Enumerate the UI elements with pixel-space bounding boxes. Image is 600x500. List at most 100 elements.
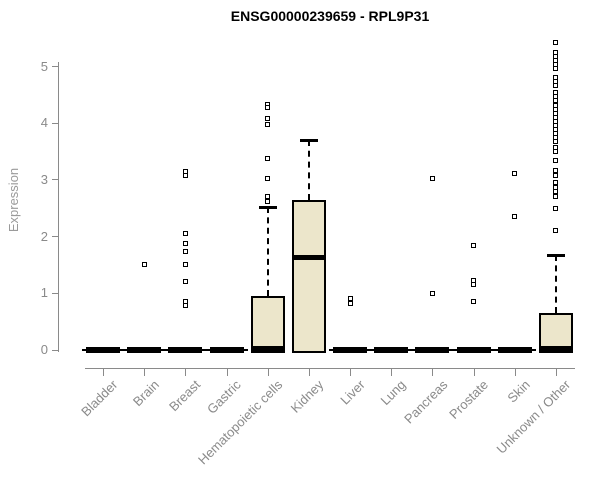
y-tick-label: 5 (40, 58, 48, 74)
x-tick-mark (144, 368, 146, 376)
x-tick-mark (185, 368, 187, 376)
x-tick-label-kidney: Kidney (287, 377, 327, 416)
flat-box-brain (127, 347, 162, 353)
outlier-point (553, 184, 559, 190)
y-tick-label: 0 (40, 342, 48, 357)
y-tick-label: 2 (40, 228, 48, 244)
outlier-point (553, 228, 559, 234)
y-tick-mark (52, 349, 58, 351)
x-tick-label-lung: Lung (377, 377, 409, 409)
outlier-point (265, 194, 271, 200)
outlier-point (553, 168, 559, 174)
x-tick-label-bladder: Bladder (78, 377, 121, 420)
median-unknown-other (538, 345, 573, 351)
flat-box-gastric (209, 347, 244, 353)
outlier-point (553, 82, 559, 88)
x-tick-label-breast: Breast (165, 377, 203, 415)
x-tick-mark (432, 368, 434, 376)
x-tick-label-prostate: Prostate (446, 377, 492, 422)
outlier-point (471, 282, 477, 288)
median-kidney (291, 255, 326, 261)
outlier-point (553, 206, 559, 212)
outlier-point (471, 242, 477, 248)
flat-box-prostate (456, 347, 491, 353)
outlier-point (182, 261, 188, 267)
outlier-point (347, 301, 353, 306)
whisker-cap-unknown-other (546, 253, 565, 257)
outlier-point (553, 149, 559, 155)
outlier-point (265, 156, 271, 162)
outlier-point (182, 249, 188, 255)
outlier-point (553, 157, 559, 163)
y-tick-label: 1 (40, 285, 48, 301)
x-axis-line (85, 368, 575, 369)
y-tick-label: 4 (40, 115, 48, 131)
x-tick-label-pancreas: Pancreas (400, 377, 451, 427)
outlier-point (182, 231, 188, 237)
x-tick-mark (514, 368, 516, 376)
y-axis-label: Expression (6, 167, 21, 233)
x-tick-mark (226, 368, 228, 376)
x-tick-mark (473, 368, 475, 376)
outlier-point (553, 189, 559, 195)
outlier-point (182, 240, 188, 246)
outlier-point (182, 279, 188, 285)
y-tick-mark (52, 236, 58, 238)
outlier-point (182, 173, 188, 179)
outlier-point (553, 65, 559, 71)
outlier-point (471, 299, 477, 305)
whisker-cap-kidney (299, 139, 318, 143)
outlier-point (265, 121, 271, 127)
outlier-point (265, 116, 271, 122)
x-tick-mark (555, 368, 557, 376)
flat-box-breast (168, 347, 203, 353)
outlier-point (141, 262, 147, 268)
y-tick-mark (52, 66, 58, 67)
x-tick-label-brain: Brain (129, 377, 162, 410)
x-tick-label-skin: Skin (503, 377, 533, 406)
x-tick-mark (267, 368, 269, 376)
outlier-point (512, 214, 518, 220)
x-tick-label-gastric: Gastric (204, 377, 245, 417)
y-axis-line (58, 62, 59, 352)
outlier-point (429, 290, 435, 296)
whisker-kidney (307, 140, 310, 200)
outlier-point (182, 303, 188, 309)
x-tick-mark (103, 368, 104, 376)
flat-box-bladder (86, 347, 120, 353)
whisker-cap-hematopoietic-cells (258, 205, 277, 209)
outlier-point (553, 180, 559, 186)
box-kidney (291, 199, 326, 353)
x-tick-mark (350, 368, 352, 376)
whisker-unknown-other (554, 254, 557, 313)
outlier-point (553, 173, 559, 179)
outlier-point (553, 193, 559, 199)
flat-box-pancreas (415, 347, 450, 353)
box-hematopoietic-cells (250, 296, 285, 353)
x-tick-label-liver: Liver (337, 377, 368, 408)
y-tick-mark (52, 122, 58, 124)
outlier-point (512, 170, 518, 176)
outlier-point (429, 176, 435, 182)
outlier-point (265, 176, 271, 182)
x-tick-mark (391, 368, 393, 376)
flat-box-liver (333, 347, 368, 353)
x-tick-mark (308, 368, 310, 376)
outlier-point (265, 105, 271, 111)
y-tick-mark (52, 292, 58, 294)
outlier-point (182, 168, 188, 174)
outlier-point (347, 296, 353, 302)
outlier-point (553, 98, 559, 104)
outlier-point (553, 138, 559, 144)
outlier-point (553, 39, 559, 45)
median-hematopoietic-cells (250, 346, 285, 352)
flat-box-lung (374, 347, 409, 353)
flat-box-skin (497, 347, 532, 353)
y-tick-label: 3 (40, 171, 48, 187)
x-tick-label-unknown-other: Unknown / Other (494, 377, 574, 457)
outlier-point (265, 198, 271, 204)
whisker-hematopoietic-cells (266, 206, 269, 297)
chart-title: ENSG00000239659 - RPL9P31 (230, 8, 430, 24)
y-tick-mark (52, 179, 58, 181)
